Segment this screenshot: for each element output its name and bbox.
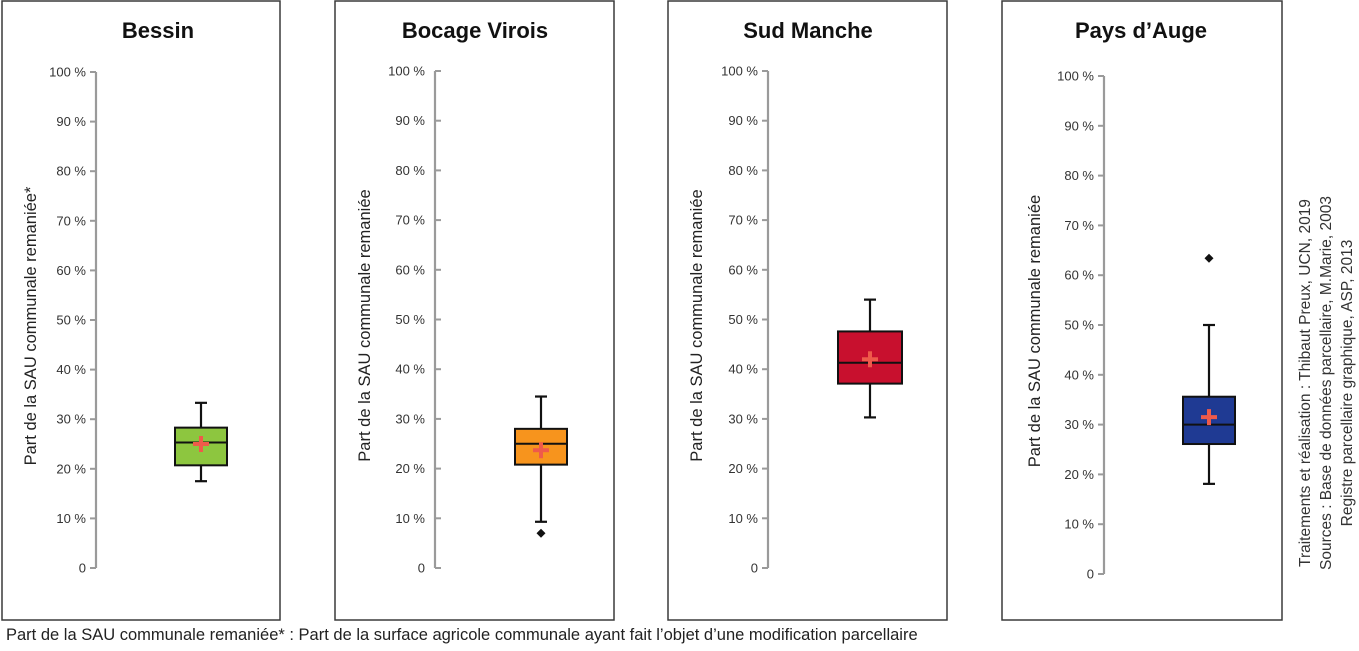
- source-line-3: Registre parcellaire graphique, ASP, 201…: [1339, 240, 1356, 527]
- y-tick-label: 50 %: [56, 313, 86, 328]
- y-tick-label: 80 %: [56, 164, 86, 179]
- panel-title: Sud Manche: [743, 18, 873, 43]
- y-tick-label: 10 %: [728, 511, 758, 526]
- y-tick-label: 90 %: [56, 114, 86, 129]
- y-tick-label: 90 %: [1064, 118, 1094, 133]
- y-axis-label: Part de la SAU communale remaniée: [1026, 195, 1044, 467]
- y-tick-label: 20 %: [1064, 467, 1094, 482]
- y-tick-label: 10 %: [1064, 517, 1094, 532]
- panel-frame: [667, 0, 948, 621]
- y-tick-label: 60 %: [395, 262, 425, 277]
- y-tick-label: 100 %: [388, 64, 425, 79]
- y-tick-label: 30 %: [395, 411, 425, 426]
- y-tick-label: 60 %: [728, 262, 758, 277]
- y-tick-label: 100 %: [49, 65, 86, 80]
- y-tick-label: 60 %: [1064, 268, 1094, 283]
- footnote: Part de la SAU communale remaniée* : Par…: [6, 626, 918, 644]
- outlier-point: [536, 528, 546, 538]
- panels: Bessin 0 10 % 20 % 30 % 40 % 50 % 60 % 70 % 80 % 9…: [1, 0, 1283, 621]
- y-tick-label: 30 %: [1064, 417, 1094, 432]
- y-tick-label: 0: [79, 561, 86, 576]
- y-tick-label: 30 %: [56, 412, 86, 427]
- panel-title: Bocage Virois: [402, 18, 548, 43]
- y-tick-label: 40 %: [56, 362, 86, 377]
- panel-title: Pays d’Auge: [1075, 18, 1207, 43]
- y-tick-label: 50 %: [395, 312, 425, 327]
- y-tick-label: 100 %: [721, 64, 758, 79]
- y-tick-label: 80 %: [395, 163, 425, 178]
- panel-frame: [334, 0, 615, 621]
- source-line-2: Sources : Base de données parcellaire, M…: [1318, 196, 1335, 570]
- y-tick-label: 0: [418, 561, 425, 576]
- y-tick-label: 30 %: [728, 411, 758, 426]
- y-tick-label: 80 %: [728, 163, 758, 178]
- iqr-box: [837, 330, 903, 385]
- source-credits: Traitements et réalisation : Thibaut Pre…: [1297, 196, 1356, 570]
- y-tick-label: 40 %: [728, 362, 758, 377]
- y-tick-label: 70 %: [56, 213, 86, 228]
- y-axis-label: Part de la SAU communale remaniée: [356, 189, 374, 461]
- source-line-1: Traitements et réalisation : Thibaut Pre…: [1297, 199, 1314, 567]
- panel-3: Sud Manche 0 10 % 20 % 30 % 40 % 50 % 60 % 70 % 8…: [667, 0, 948, 621]
- y-tick-label: 20 %: [395, 461, 425, 476]
- panel-frame: [1001, 0, 1283, 621]
- y-tick-label: 40 %: [1064, 367, 1094, 382]
- y-tick-label: 90 %: [728, 113, 758, 128]
- y-tick-label: 70 %: [395, 213, 425, 228]
- y-tick-label: 20 %: [728, 461, 758, 476]
- panel-4: Pays d’Auge 0 10 % 20 % 30 % 40 % 50 % 60 % 70 %…: [1001, 0, 1283, 621]
- y-tick-label: 100 %: [1057, 69, 1094, 84]
- y-tick-label: 0: [751, 561, 758, 576]
- y-tick-label: 70 %: [1064, 218, 1094, 233]
- y-tick-label: 0: [1087, 567, 1094, 582]
- panel-frame: [1, 0, 281, 621]
- y-tick-label: 40 %: [395, 362, 425, 377]
- y-axis-label: Part de la SAU communale remaniée*: [22, 186, 40, 465]
- y-tick-label: 90 %: [395, 113, 425, 128]
- y-tick-label: 10 %: [395, 511, 425, 526]
- panel-1: Bessin 0 10 % 20 % 30 % 40 % 50 % 60 % 70 % 80 % 9…: [1, 0, 281, 621]
- y-axis-label: Part de la SAU communale remaniée: [688, 189, 706, 461]
- y-tick-label: 70 %: [728, 213, 758, 228]
- panel-2: Bocage Virois 0 10 % 20 % 30 % 40 % 50 % 60 % 70…: [334, 0, 615, 621]
- y-tick-label: 50 %: [728, 312, 758, 327]
- y-tick-label: 10 %: [56, 511, 86, 526]
- y-tick-label: 20 %: [56, 461, 86, 476]
- y-tick-label: 60 %: [56, 263, 86, 278]
- outlier-point: [1204, 253, 1214, 263]
- y-tick-label: 80 %: [1064, 168, 1094, 183]
- y-tick-label: 50 %: [1064, 318, 1094, 333]
- panel-title: Bessin: [122, 18, 194, 43]
